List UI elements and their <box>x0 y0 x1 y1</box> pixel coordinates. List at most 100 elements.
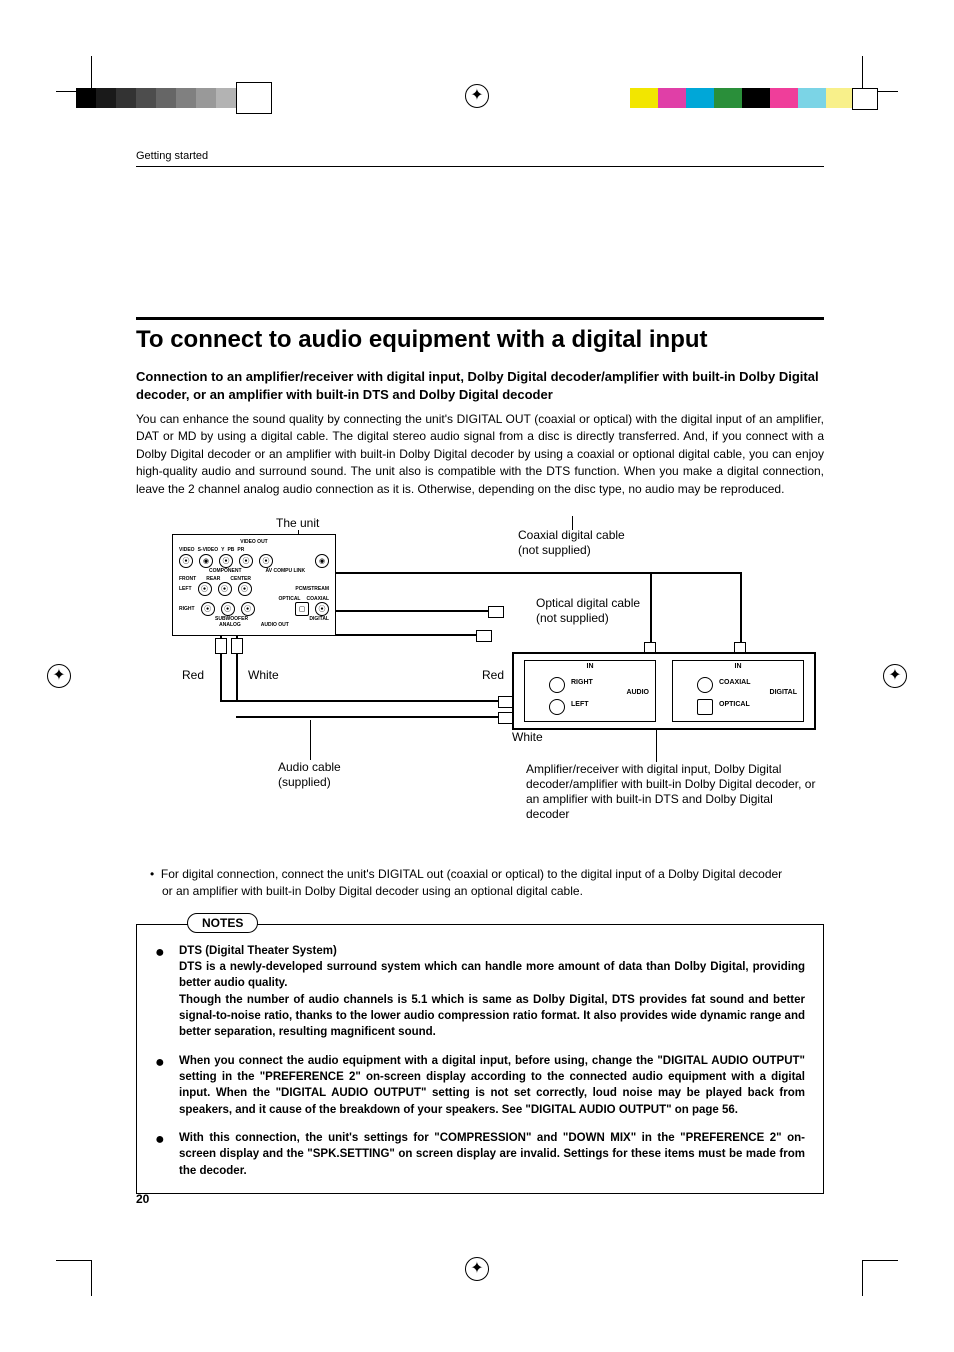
notes-box: NOTES ● DTS (Digital Theater System) DTS… <box>136 924 824 1194</box>
registration-mark-bottom <box>466 1258 488 1280</box>
panel-text: VIDEO <box>179 547 195 553</box>
cable-line <box>336 634 486 636</box>
note-text: Though the number of audio channels is 5… <box>179 994 805 1039</box>
panel-text: DIGITAL <box>309 616 329 622</box>
label-coax-cable: Coaxial digital cable (not supplied) <box>518 528 625 558</box>
panel-text: VIDEO OUT <box>179 539 329 545</box>
notes-legend: NOTES <box>187 913 258 933</box>
port-icon: ⦿ <box>198 582 212 596</box>
crop-mark <box>56 1260 92 1296</box>
note-text: DTS is a newly-developed surround system… <box>179 961 805 989</box>
cable-line <box>650 572 742 574</box>
port-icon: ⦿ <box>239 554 253 568</box>
port-icon: ⦿ <box>218 582 232 596</box>
port-icon <box>549 677 565 693</box>
amplifier-audio-in: IN RIGHT LEFT AUDIO <box>524 660 656 722</box>
port-icon: ◉ <box>315 554 329 568</box>
crop-mark <box>862 1260 898 1296</box>
section-heading: To connect to audio equipment with a dig… <box>136 326 824 354</box>
plug-icon <box>488 606 504 618</box>
port-icon: ⦿ <box>259 554 273 568</box>
panel-text: AUDIO <box>626 689 649 696</box>
connection-diagram: The unit VIDEO OUT VIDEO S-VIDEO Y PB PR… <box>136 516 824 856</box>
amplifier-digital-in: IN COAXIAL OPTICAL DIGITAL <box>672 660 804 722</box>
panel-text: IN <box>735 663 742 670</box>
cable-line <box>336 572 652 574</box>
amplifier-panel: IN RIGHT LEFT AUDIO IN COAXIAL OPTICAL D… <box>512 652 816 730</box>
panel-text: ANALOG <box>219 622 241 628</box>
leader-line <box>656 728 657 762</box>
panel-text: COAXIAL <box>719 679 751 686</box>
label-white: White <box>248 668 279 682</box>
panel-text: PCM/STREAM <box>295 586 329 592</box>
page-number: 20 <box>136 1192 149 1206</box>
section-subheading: Connection to an amplifier/receiver with… <box>136 368 824 403</box>
panel-text: S-VIDEO <box>198 547 219 553</box>
leader-line <box>572 516 573 530</box>
plug-icon <box>215 638 227 654</box>
registration-mark-top <box>466 85 488 107</box>
note-text: With this connection, the unit's setting… <box>179 1132 805 1177</box>
port-icon: ⦿ <box>241 602 255 616</box>
label-audio-cable: Audio cable (supplied) <box>278 760 341 790</box>
panel-text: REAR <box>206 576 220 582</box>
panel-text: IN <box>587 663 594 670</box>
body-paragraph: You can enhance the sound quality by con… <box>136 411 824 498</box>
bullet-icon: ● <box>155 1132 165 1148</box>
cable-line <box>236 716 512 718</box>
panel-text: COAXIAL <box>307 596 330 602</box>
port-icon <box>697 699 713 715</box>
process-colorbar <box>630 88 854 108</box>
content-area: Getting started To connect to audio equi… <box>136 150 824 1194</box>
port-icon: ⦿ <box>201 602 215 616</box>
label-optical-cable: Optical digital cable (not supplied) <box>536 596 640 626</box>
crop-mark <box>56 56 92 92</box>
panel-text: FRONT <box>179 576 196 582</box>
leader-line <box>310 720 311 760</box>
panel-text: CENTER <box>230 576 251 582</box>
panel-text: RIGHT <box>571 679 593 686</box>
label-the-unit: The unit <box>276 516 319 531</box>
port-icon: ⦿ <box>179 554 193 568</box>
amplifier-caption: Amplifier/receiver with digital input, D… <box>526 762 816 822</box>
unit-back-panel: VIDEO OUT VIDEO S-VIDEO Y PB PR ⦿ ◉ ⦿ ⦿ … <box>172 534 336 636</box>
panel-text: AV COMPU LINK <box>266 568 306 574</box>
panel-text: LEFT <box>571 701 589 708</box>
heading-rule <box>136 317 824 320</box>
port-icon: ◉ <box>199 554 213 568</box>
bullet-icon: ● <box>155 945 165 961</box>
port-icon <box>697 677 713 693</box>
panel-text: LEFT <box>179 586 192 592</box>
port-icon: ⦿ <box>221 602 235 616</box>
footnote-bullet: • For digital connection, connect the un… <box>148 866 788 900</box>
label-red: Red <box>182 668 204 682</box>
note-item: ● When you connect the audio equipment w… <box>155 1053 805 1118</box>
panel-text: COMPONENT <box>209 568 242 574</box>
panel-text: PR <box>237 547 244 553</box>
note-item: ● DTS (Digital Theater System) DTS is a … <box>155 943 805 1041</box>
page: Getting started To connect to audio equi… <box>0 0 954 1352</box>
label-red: Red <box>482 668 504 682</box>
panel-text: DIGITAL <box>770 689 797 696</box>
plug-icon <box>231 638 243 654</box>
colorbar-box <box>852 88 878 110</box>
port-icon: ⦿ <box>238 582 252 596</box>
registration-mark-left <box>48 665 70 687</box>
panel-text: Y <box>221 547 224 553</box>
running-head: Getting started <box>136 150 824 167</box>
cable-line <box>336 610 496 612</box>
label-white: White <box>512 730 543 744</box>
note-lead: DTS (Digital Theater System) <box>179 945 337 957</box>
registration-mark-right <box>884 665 906 687</box>
note-text: When you connect the audio equipment wit… <box>179 1055 805 1116</box>
crop-mark <box>862 56 898 92</box>
port-icon <box>549 699 565 715</box>
plug-icon <box>476 630 492 642</box>
bullet-icon: ● <box>155 1055 165 1071</box>
port-icon: ⦿ <box>315 602 329 616</box>
colorbar-box <box>236 82 272 114</box>
port-icon: ▢ <box>295 602 309 616</box>
grayscale-colorbar <box>76 88 236 108</box>
panel-text: OPTICAL <box>719 701 750 708</box>
cable-line <box>220 700 512 702</box>
